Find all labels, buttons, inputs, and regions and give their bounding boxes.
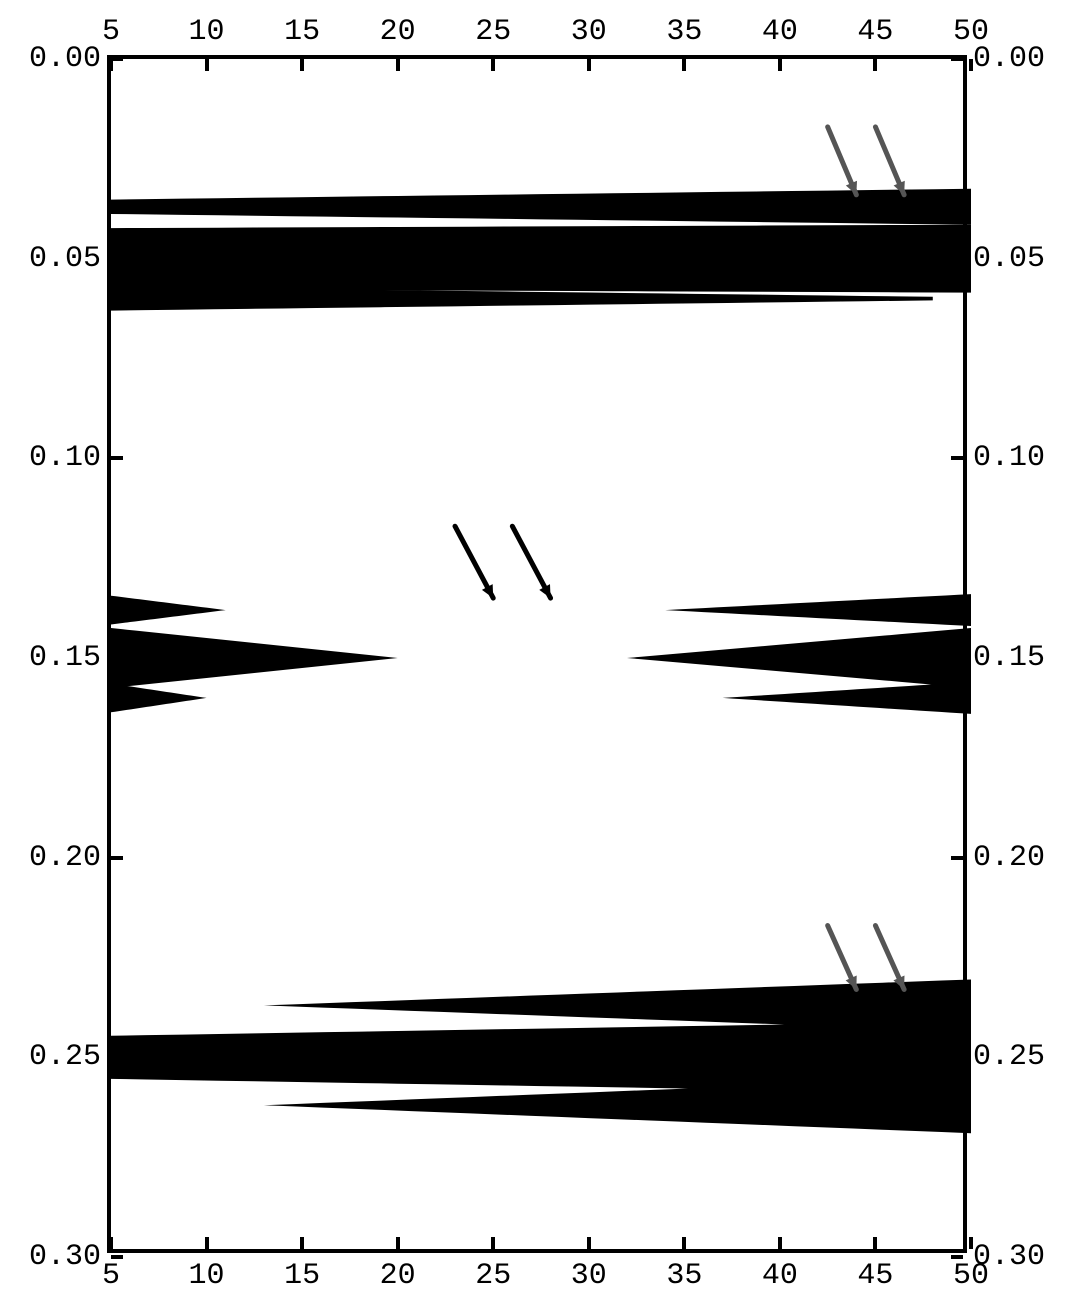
x-tick-mark-top <box>396 59 400 71</box>
x-tick-label-bottom: 25 <box>475 1259 511 1293</box>
y-tick-mark-left <box>111 456 123 460</box>
x-tick-mark-top <box>682 59 686 71</box>
x-tick-mark-bottom <box>491 1237 495 1249</box>
y-tick-label-left: 0.10 <box>11 441 101 475</box>
x-tick-label-top: 15 <box>284 15 320 49</box>
x-tick-label-top: 40 <box>762 15 798 49</box>
y-tick-mark-left <box>111 1055 123 1059</box>
x-tick-mark-bottom <box>109 1237 113 1249</box>
seismic-band <box>723 682 971 714</box>
y-tick-label-left: 0.25 <box>11 1040 101 1074</box>
x-tick-label-bottom: 45 <box>857 1259 893 1293</box>
x-tick-mark-bottom <box>396 1237 400 1249</box>
y-tick-mark-right <box>951 57 963 61</box>
x-tick-label-bottom: 20 <box>380 1259 416 1293</box>
x-tick-label-top: 30 <box>571 15 607 49</box>
x-tick-label-bottom: 35 <box>666 1259 702 1293</box>
y-tick-label-right: 0.20 <box>973 841 1063 875</box>
y-tick-mark-left <box>111 57 123 61</box>
y-tick-mark-left <box>111 856 123 860</box>
y-tick-mark-left <box>111 1255 123 1259</box>
annotation-arrow <box>828 926 857 990</box>
seismic-band <box>627 628 971 688</box>
y-tick-label-right: 0.00 <box>973 42 1063 76</box>
seismic-band <box>665 594 971 626</box>
x-tick-label-top: 35 <box>666 15 702 49</box>
annotation-arrow <box>455 526 493 598</box>
seismic-band <box>111 684 207 713</box>
x-tick-mark-top <box>491 59 495 71</box>
x-tick-label-bottom: 10 <box>189 1259 225 1293</box>
y-tick-mark-right <box>951 1055 963 1059</box>
x-tick-label-top: 45 <box>857 15 893 49</box>
x-tick-label-bottom: 5 <box>102 1259 120 1293</box>
x-tick-mark-top <box>587 59 591 71</box>
x-tick-mark-top <box>300 59 304 71</box>
seismic-bands-svg <box>111 59 971 1257</box>
seismic-band <box>111 596 226 625</box>
annotation-arrow <box>512 526 550 598</box>
y-tick-label-left: 0.15 <box>11 641 101 675</box>
x-tick-label-bottom: 30 <box>571 1259 607 1293</box>
annotation-arrow <box>875 926 904 990</box>
y-tick-label-left: 0.20 <box>11 841 101 875</box>
seismic-band <box>111 225 971 293</box>
y-tick-label-right: 0.10 <box>973 441 1063 475</box>
y-tick-label-left: 0.30 <box>11 1240 101 1274</box>
x-tick-mark-bottom <box>873 1237 877 1249</box>
annotation-arrow <box>875 127 904 195</box>
x-tick-label-bottom: 40 <box>762 1259 798 1293</box>
y-tick-mark-right <box>951 257 963 261</box>
x-tick-mark-bottom <box>682 1237 686 1249</box>
y-tick-mark-right <box>951 1255 963 1259</box>
plot-area: 551010151520202525303035354040454550500.… <box>107 55 967 1253</box>
x-tick-mark-bottom <box>205 1237 209 1249</box>
y-tick-mark-right <box>951 856 963 860</box>
seismic-band <box>111 189 971 225</box>
y-tick-label-right: 0.15 <box>973 641 1063 675</box>
x-tick-mark-bottom <box>300 1237 304 1249</box>
y-tick-mark-right <box>951 456 963 460</box>
y-tick-label-right: 0.30 <box>973 1240 1063 1274</box>
x-tick-mark-top <box>778 59 782 71</box>
x-tick-label-top: 20 <box>380 15 416 49</box>
y-tick-label-right: 0.25 <box>973 1040 1063 1074</box>
x-tick-label-top: 5 <box>102 15 120 49</box>
chart-container: 551010151520202525303035354040454550500.… <box>0 0 1073 1312</box>
x-tick-mark-bottom <box>587 1237 591 1249</box>
x-tick-mark-top <box>205 59 209 71</box>
y-tick-label-left: 0.00 <box>11 42 101 76</box>
x-tick-mark-bottom <box>778 1237 782 1249</box>
y-tick-mark-left <box>111 257 123 261</box>
x-tick-label-top: 10 <box>189 15 225 49</box>
x-tick-label-bottom: 15 <box>284 1259 320 1293</box>
seismic-band <box>111 628 398 688</box>
x-tick-label-top: 25 <box>475 15 511 49</box>
x-tick-mark-top <box>873 59 877 71</box>
y-tick-label-right: 0.05 <box>973 242 1063 276</box>
annotation-arrow <box>828 127 857 195</box>
y-tick-mark-left <box>111 656 123 660</box>
y-tick-label-left: 0.05 <box>11 242 101 276</box>
y-tick-mark-right <box>951 656 963 660</box>
